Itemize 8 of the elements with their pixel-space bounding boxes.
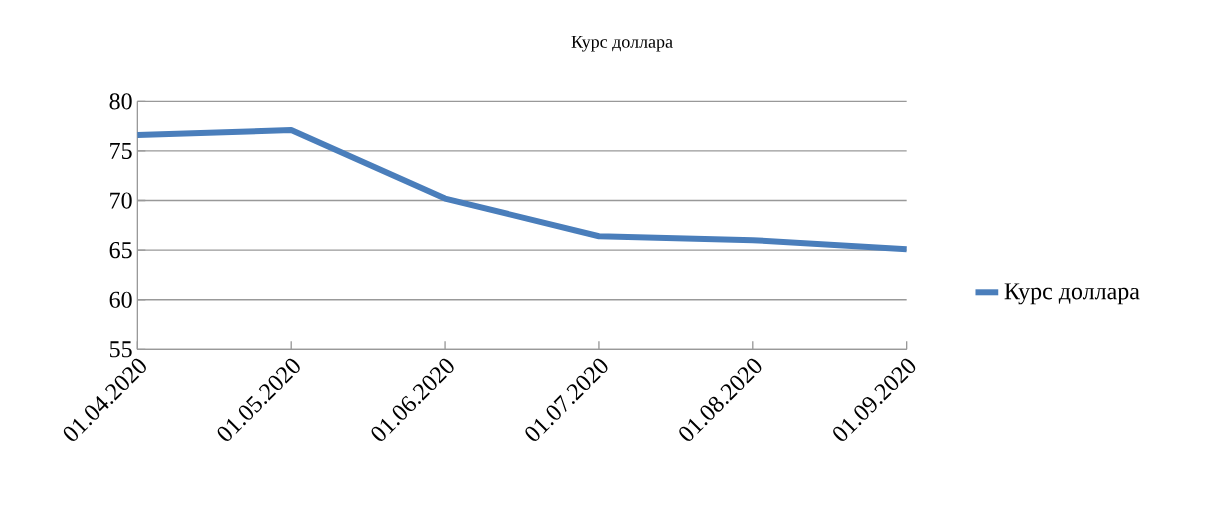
y-tick-label: 75 [110,142,132,159]
y-tick-label: 55 [110,341,132,358]
y-tick-label: 70 [110,192,132,209]
y-tick-label: 60 [109,291,132,308]
y-tick-label: 65 [109,242,132,259]
y-tick-label: 80 [109,93,132,110]
chart-title: Курс доллара [571,35,673,52]
legend-label: Курс доллара [1004,283,1140,305]
